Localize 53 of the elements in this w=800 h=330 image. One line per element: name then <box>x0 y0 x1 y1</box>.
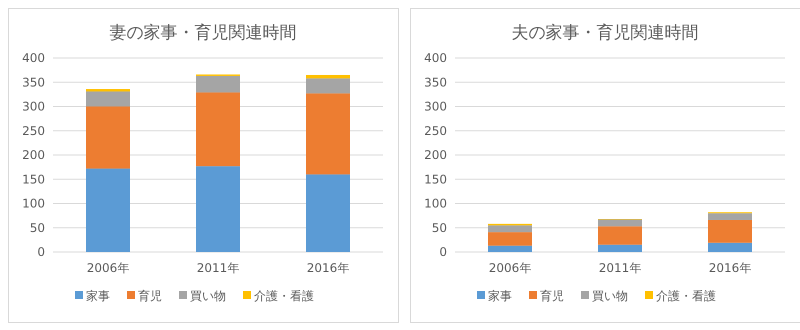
y-tick-label: 150 <box>424 172 447 186</box>
y-tick-label: 300 <box>22 100 45 114</box>
x-tick-label: 2006年 <box>86 261 130 275</box>
x-tick-label: 2011年 <box>196 261 240 275</box>
bar <box>598 244 642 252</box>
legend-label: 買い物 <box>190 289 226 303</box>
legend-label: 家事 <box>86 289 110 303</box>
bar <box>598 226 642 245</box>
y-tick-label: 150 <box>22 172 45 186</box>
x-tick-label: 2011年 <box>598 261 642 275</box>
y-tick-label: 300 <box>424 100 447 114</box>
y-tick-label: 200 <box>424 148 447 162</box>
bar <box>488 225 532 232</box>
bar <box>306 74 350 78</box>
bar <box>306 174 350 252</box>
legend-label: 買い物 <box>592 289 628 303</box>
bar <box>86 168 130 252</box>
bar <box>598 220 642 226</box>
y-tick-label: 400 <box>22 51 45 66</box>
y-tick-label: 200 <box>22 148 45 162</box>
bar <box>196 92 240 166</box>
y-tick-label: 350 <box>22 75 45 90</box>
bar <box>708 220 752 243</box>
bar <box>708 242 752 252</box>
bar <box>86 106 130 169</box>
bar <box>708 213 752 220</box>
y-tick-label: 100 <box>424 196 447 211</box>
x-tick-label: 2016年 <box>306 261 350 275</box>
legend-label: 育児 <box>138 289 162 303</box>
chart-title: 妻の家事・育児関連時間 <box>110 23 296 43</box>
x-tick-label: 2006年 <box>488 261 532 275</box>
bar <box>196 166 240 252</box>
bar <box>306 78 350 94</box>
y-tick-label: 100 <box>22 196 45 211</box>
chart-title: 夫の家事・育児関連時間 <box>512 23 698 43</box>
bar <box>488 232 532 246</box>
legend-label: 介護・看護 <box>656 289 716 303</box>
y-tick-label: 50 <box>30 220 45 235</box>
y-tick-label: 400 <box>424 51 447 66</box>
y-tick-label: 250 <box>424 124 447 138</box>
y-tick-label: 50 <box>432 220 447 235</box>
y-tick-label: 0 <box>37 245 45 260</box>
legend-label: 家事 <box>488 289 512 303</box>
bar <box>196 76 240 92</box>
legend-label: 介護・看護 <box>254 289 314 303</box>
legend-label: 育児 <box>540 289 564 303</box>
y-tick-label: 350 <box>424 75 447 90</box>
bar <box>488 246 532 252</box>
bar <box>306 93 350 174</box>
x-tick-label: 2016年 <box>708 261 752 275</box>
y-tick-label: 0 <box>439 245 447 260</box>
y-tick-label: 250 <box>22 124 45 138</box>
bar <box>86 91 130 106</box>
